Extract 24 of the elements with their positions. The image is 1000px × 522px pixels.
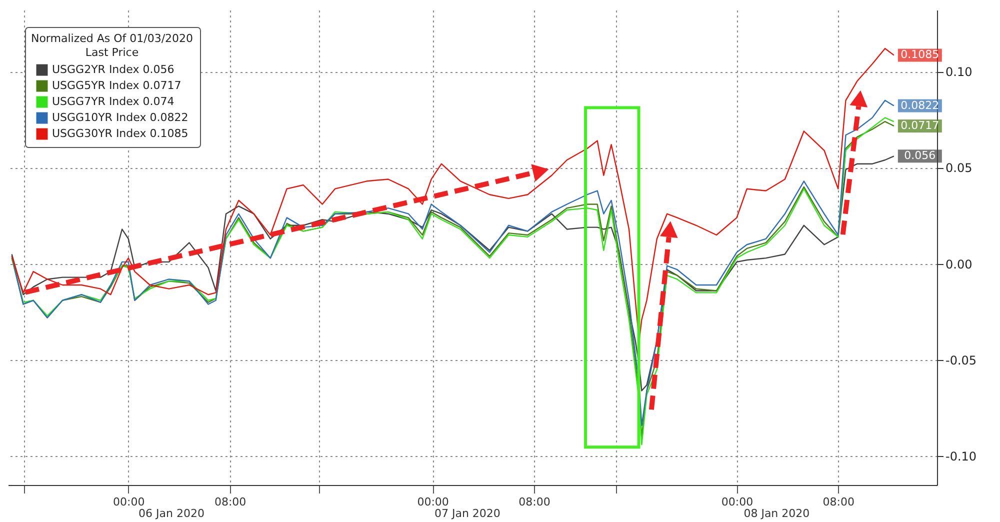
y-tick-label: 0.05 (946, 161, 972, 176)
y-tick-label: 0.10 (946, 65, 972, 80)
legend-title: Normalized As Of 01/03/2020 Last Price (30, 32, 194, 59)
data-label: 0.1085 (900, 48, 940, 62)
data-label: 0.0717 (900, 118, 940, 132)
x-tick-label: 08:00 (822, 496, 854, 508)
legend-label: USGG30YR Index 0.1085 (52, 127, 188, 140)
y-tick-label: -0.10 (946, 450, 977, 464)
legend-label: USGG2YR Index 0.056 (52, 63, 174, 76)
x-tick-label: 00:00 (721, 496, 754, 508)
data-label: 0.0822 (900, 98, 940, 112)
x-tick-label: 00:00 (113, 496, 145, 508)
y-tick-label: 0.00 (946, 257, 972, 272)
x-tick-label: 08:00 (518, 496, 550, 508)
text: 07 Jan 2020 (434, 507, 500, 520)
legend-label: USGG7YR Index 0.074 (52, 95, 174, 108)
text: 08 Jan 2020 (744, 507, 810, 520)
x-tick-label: 08:00 (214, 496, 246, 508)
x-tick-label: 00:00 (417, 496, 449, 508)
legend-label: USGG5YR Index 0.0717 (52, 79, 182, 92)
legend-label: USGG10YR Index 0.0822 (52, 111, 188, 124)
y-tick-label: -0.05 (946, 354, 977, 368)
data-label: 0.056 (904, 149, 936, 162)
text: 06 Jan 2020 (138, 507, 204, 520)
